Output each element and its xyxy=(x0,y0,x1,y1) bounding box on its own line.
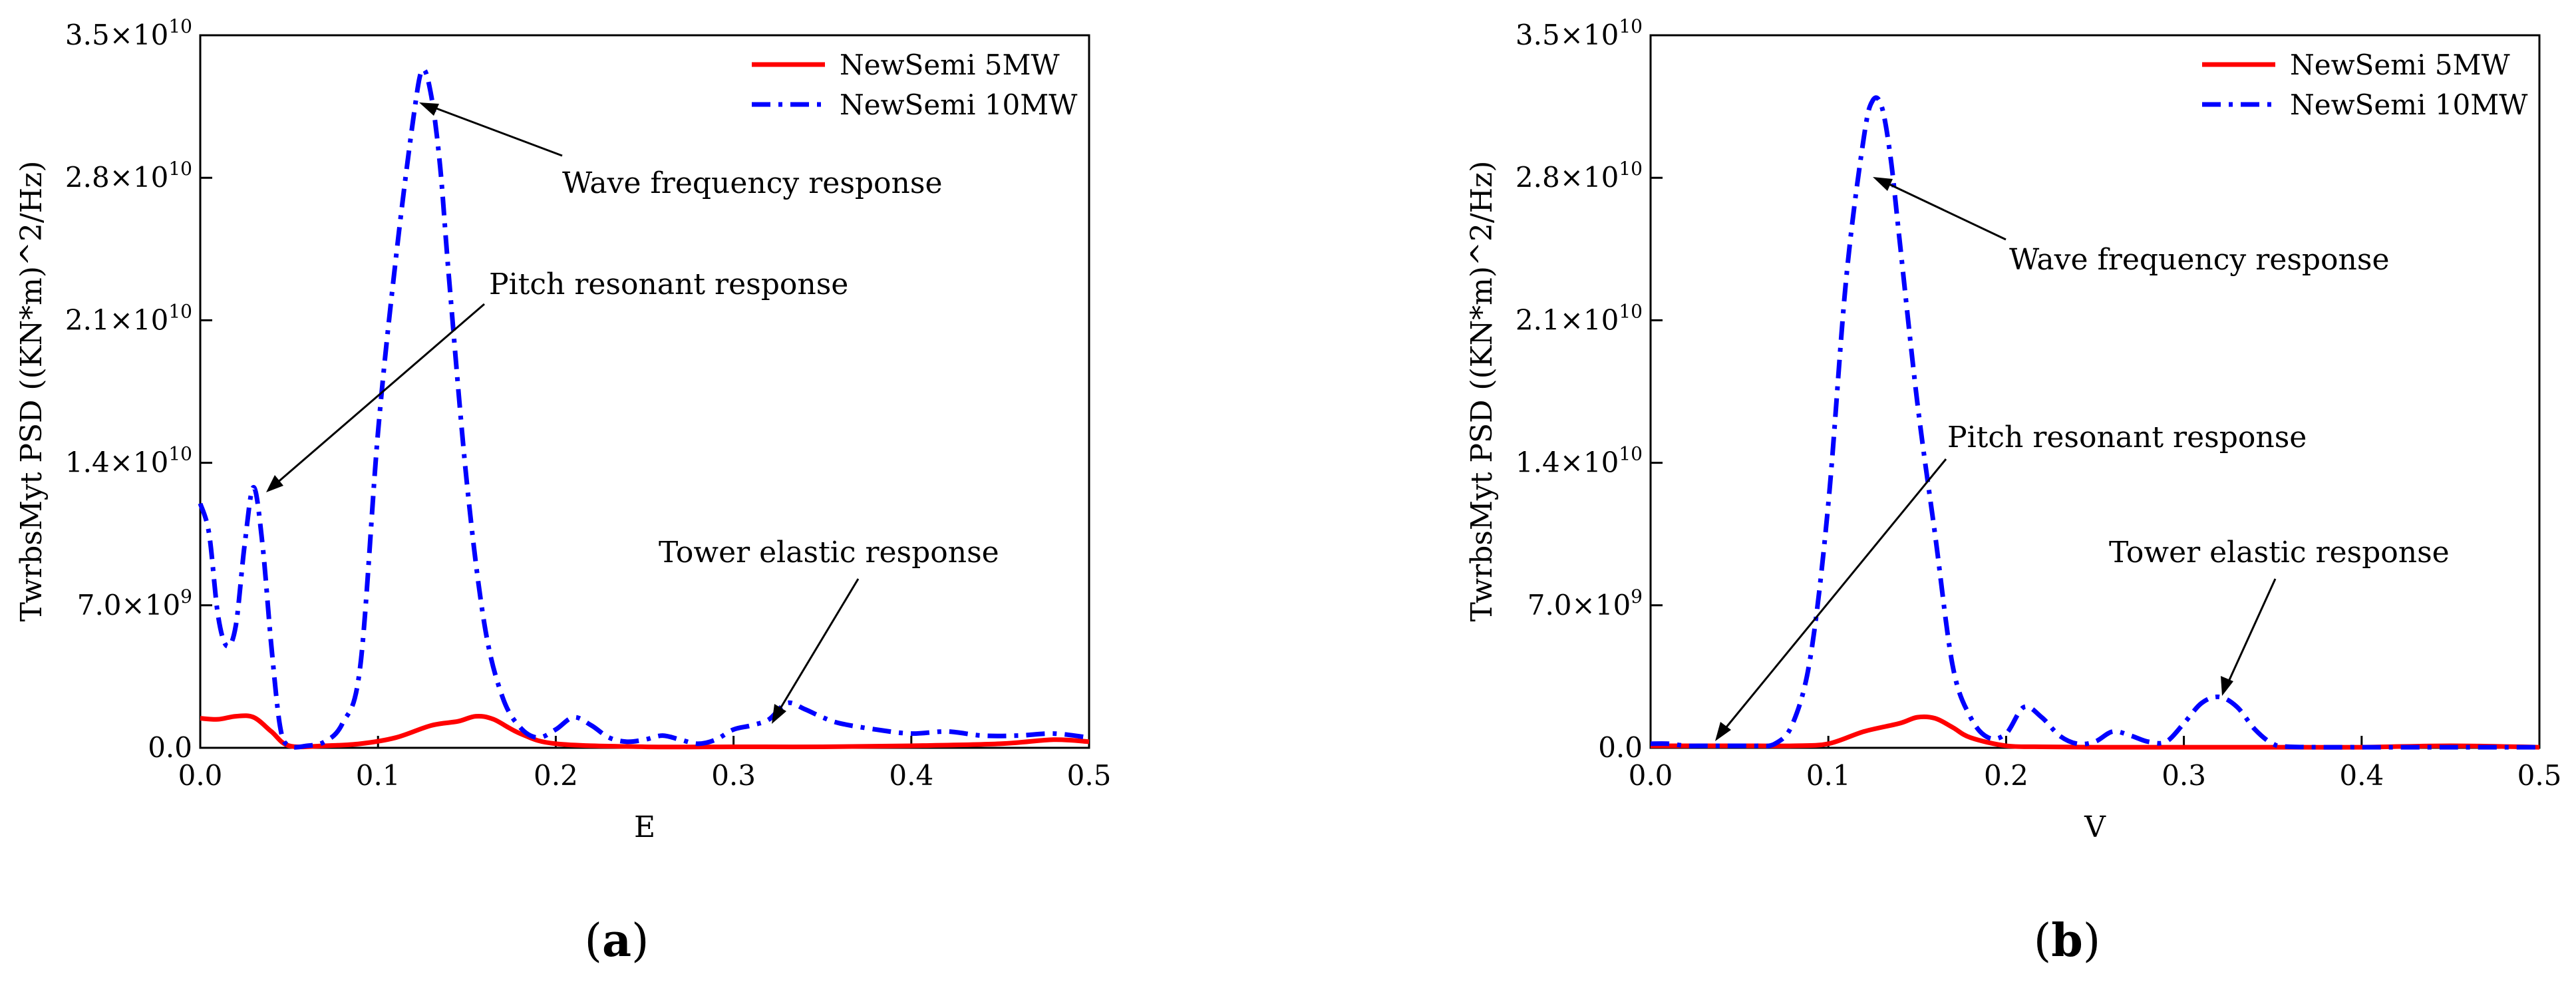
x-tick-label: 0.5 xyxy=(2517,759,2562,792)
series-group xyxy=(198,67,1090,750)
plot-area-frame xyxy=(1649,34,2541,749)
x-tick-label: 0.0 xyxy=(1629,759,1673,792)
y-axis-label: TwrbsMyt PSD ((KN*m)^2/Hz) xyxy=(15,161,49,622)
annotation-label: Tower elastic response xyxy=(2109,536,2450,570)
annotation-label: Wave frequency response xyxy=(562,166,943,200)
series-group xyxy=(1650,95,2540,750)
arrowhead-tower-elastic xyxy=(2221,676,2233,696)
legend-label-10mw: NewSemi 10MW xyxy=(840,88,1078,121)
y-axis-label: TwrbsMyt PSD ((KN*m)^2/Hz) xyxy=(1465,161,1499,622)
annotation-label: Pitch resonant response xyxy=(489,267,848,301)
y-tick-label: 0.0 xyxy=(148,731,192,764)
series-line-5mw xyxy=(200,713,1090,750)
x-tick-label: 0.2 xyxy=(1984,759,2028,792)
arrowhead-wave-frequency xyxy=(419,102,439,116)
x-tick-label: 0.5 xyxy=(1067,759,1112,792)
legend-label-10mw: NewSemi 10MW xyxy=(2290,88,2528,121)
y-tick-label: 3.5×1010 xyxy=(65,15,192,51)
x-axis-label: V xyxy=(2084,810,2106,844)
x-tick-label: 0.0 xyxy=(178,759,223,792)
y-tick-label: 2.8×1010 xyxy=(1516,158,1643,194)
x-tick-label: 0.4 xyxy=(2339,759,2384,792)
x-tick-label: 0.1 xyxy=(356,759,401,792)
arrow-wave-frequency xyxy=(425,103,563,157)
y-tick-label: 1.4×1010 xyxy=(65,443,192,479)
arrowhead-tower-elastic xyxy=(772,704,786,724)
y-tick-label: 0.0 xyxy=(1598,731,1643,764)
arrowhead-wave-frequency xyxy=(1873,177,1893,191)
y-tick-label: 7.0×109 xyxy=(1528,585,1643,621)
annotation-label: Wave frequency response xyxy=(2009,243,2390,277)
panel-label-a: (a) xyxy=(584,914,649,967)
series-line-10mw xyxy=(198,67,1090,750)
arrow-wave-frequency xyxy=(1879,178,2007,241)
y-tick-label: 2.8×1010 xyxy=(65,158,192,194)
plot-area-frame xyxy=(199,34,1090,749)
x-tick-label: 0.2 xyxy=(534,759,578,792)
legend-label-5mw: NewSemi 5MW xyxy=(840,49,1060,81)
series-line-5mw xyxy=(1651,714,2540,750)
panel-a: 0.0 7.0×109 1.4×1010 2.1×1010 2.8×1010 3.5×10… xyxy=(15,15,1111,967)
legend-label-5mw: NewSemi 5MW xyxy=(2290,49,2511,81)
arrowhead-pitch-resonant xyxy=(266,475,283,492)
x-tick-label: 0.3 xyxy=(711,759,756,792)
x-axis: 0.0 0.1 0.2 0.3 0.4 0.5 xyxy=(178,736,1112,792)
y-tick-label: 2.1×1010 xyxy=(1516,300,1643,336)
x-tick-label: 0.1 xyxy=(1806,759,1851,792)
arrow-tower-elastic xyxy=(2224,578,2277,689)
x-tick-label: 0.4 xyxy=(889,759,933,792)
legend: NewSemi 5MW NewSemi 10MW xyxy=(2202,49,2528,121)
y-tick-label: 3.5×1010 xyxy=(1516,15,1643,51)
y-axis: 0.0 7.0×109 1.4×1010 2.1×1010 2.8×1010 3.5×10… xyxy=(65,15,212,764)
y-tick-label: 7.0×109 xyxy=(77,585,192,621)
annotation-arrows xyxy=(266,102,860,724)
arrow-tower-elastic xyxy=(774,578,860,718)
panel-label-b: (b) xyxy=(2034,914,2101,967)
series-line-10mw xyxy=(1650,95,2539,750)
x-axis-label: E xyxy=(634,810,655,844)
annotation-label: Pitch resonant response xyxy=(1947,420,2307,454)
y-axis: 0.0 7.0×109 1.4×1010 2.1×1010 2.8×1010 3.5×10… xyxy=(1516,15,1663,764)
annotations: Wave frequency response Pitch resonant re… xyxy=(1947,243,2450,570)
x-tick-label: 0.3 xyxy=(2162,759,2206,792)
annotation-label: Tower elastic response xyxy=(659,536,999,570)
arrow-pitch-resonant xyxy=(1718,458,1947,736)
y-tick-label: 2.1×1010 xyxy=(65,300,192,336)
arrowhead-pitch-resonant xyxy=(1715,722,1731,741)
arrow-pitch-resonant xyxy=(271,303,485,489)
annotation-arrows xyxy=(1715,177,2277,741)
legend: NewSemi 5MW NewSemi 10MW xyxy=(752,49,1078,121)
y-tick-label: 1.4×1010 xyxy=(1516,443,1643,479)
panel-b: 0.0 7.0×109 1.4×1010 2.1×1010 2.8×1010 3.5×10… xyxy=(1465,15,2561,967)
x-axis: 0.0 0.1 0.2 0.3 0.4 0.5 xyxy=(1629,736,2562,792)
annotations: Wave frequency response Pitch resonant re… xyxy=(489,166,999,570)
